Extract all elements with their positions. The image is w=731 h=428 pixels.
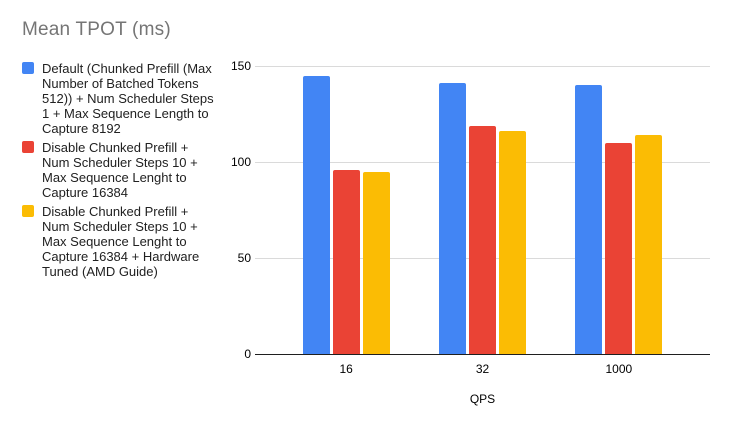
legend: Default (Chunked Prefill (Max Number of …: [22, 61, 234, 283]
legend-item: Default (Chunked Prefill (Max Number of …: [22, 61, 234, 136]
bar: [605, 142, 633, 354]
legend-item: Disable Chunked Prefill + Num Scheduler …: [22, 140, 234, 200]
y-tick-label: 0: [244, 347, 251, 361]
bar-group: [278, 66, 414, 354]
chart-area: 0 50 100 150 16 32 1000 QPS: [230, 0, 731, 428]
x-tick-label: 16: [339, 362, 353, 376]
bar: [468, 125, 496, 354]
legend-swatch: [22, 205, 34, 217]
legend-swatch: [22, 62, 34, 74]
y-tick-label: 100: [230, 155, 251, 169]
bar-group: [414, 66, 550, 354]
legend-label: Default (Chunked Prefill (Max Number of …: [42, 61, 214, 136]
plot-area: [255, 66, 710, 355]
x-tick-label: 1000: [605, 362, 633, 376]
y-tick-label: 50: [237, 251, 251, 265]
bar: [362, 171, 390, 354]
legend-swatch: [22, 141, 34, 153]
x-tick-label: 32: [475, 362, 490, 376]
bar-groups: [278, 66, 687, 354]
x-axis-tick-labels: 16 32 1000: [278, 362, 687, 376]
chart-title: Mean TPOT (ms): [22, 19, 171, 40]
y-axis: 0 50 100 150: [230, 59, 251, 361]
bar: [635, 135, 663, 354]
bar: [575, 85, 603, 354]
x-axis-title: QPS: [469, 392, 496, 406]
y-tick-label: 150: [230, 59, 251, 73]
bar: [332, 169, 360, 354]
legend-label: Disable Chunked Prefill + Num Scheduler …: [42, 204, 200, 279]
legend-label: Disable Chunked Prefill + Num Scheduler …: [42, 140, 198, 200]
bar: [438, 83, 466, 354]
legend-item: Disable Chunked Prefill + Num Scheduler …: [22, 204, 234, 279]
bar: [302, 75, 330, 354]
bar: [498, 131, 526, 354]
gridline: [255, 66, 710, 67]
bar-group: [551, 66, 687, 354]
